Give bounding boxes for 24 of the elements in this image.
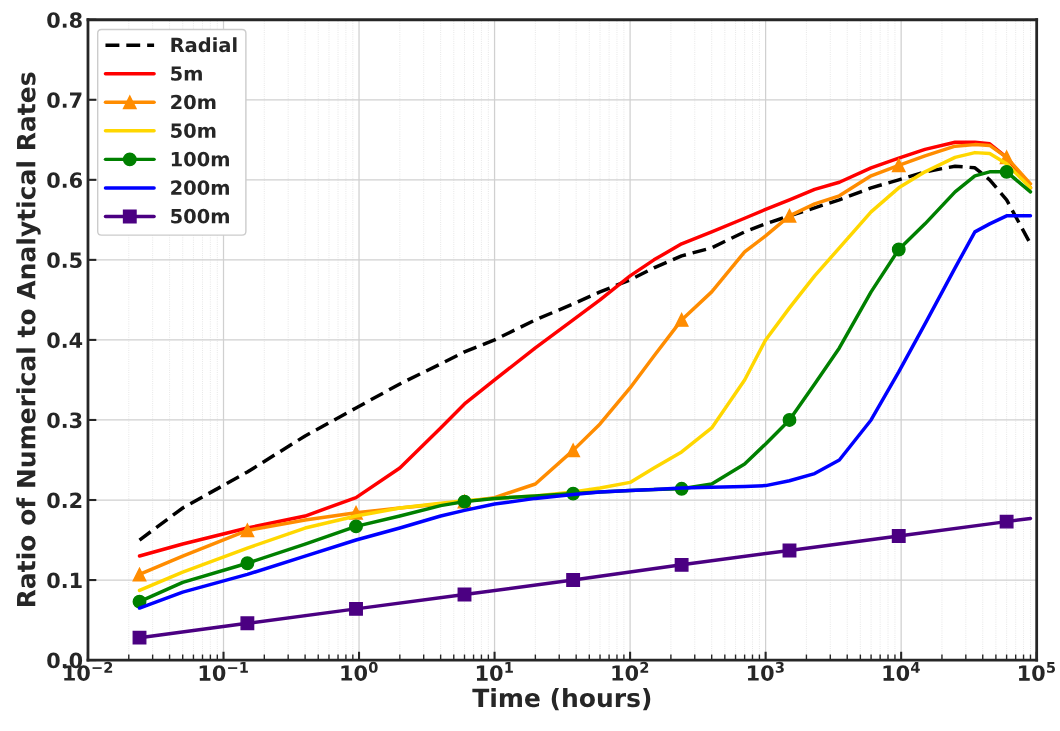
y-tick-label: 0.2 bbox=[47, 492, 82, 509]
y-tick-label: 0.1 bbox=[47, 572, 82, 589]
legend-label: 200m bbox=[171, 180, 229, 195]
x-tick-label: 10$^{−1}$ bbox=[199, 662, 248, 681]
x-tick-label: 10$^{4}$ bbox=[883, 662, 920, 681]
y-tick-label: 0.8 bbox=[47, 12, 82, 28]
legend-label: 100m bbox=[171, 151, 229, 167]
y-tick-label: 0.6 bbox=[47, 172, 82, 189]
y-tick-label: 0.5 bbox=[47, 252, 82, 269]
y-tick-label: 0.4 bbox=[47, 332, 83, 349]
y-tick-label: 0.7 bbox=[47, 92, 82, 108]
legend-label: Radial bbox=[171, 37, 237, 53]
legend-label: 500m bbox=[171, 208, 229, 224]
legend-label: 20m bbox=[171, 94, 216, 110]
y-axis-title: Ratio of Numerical to Analytical Rates bbox=[16, 72, 41, 607]
x-tick-label: 10$^{2}$ bbox=[612, 661, 649, 681]
x-tick-label: 10$^{0}$ bbox=[341, 661, 378, 681]
legend-label: 5m bbox=[171, 66, 202, 81]
x-axis-title: Time (hours) bbox=[472, 687, 651, 711]
x-tick-label: 10$^{1}$ bbox=[476, 662, 513, 681]
x-tick-label: 10$^{3}$ bbox=[747, 661, 784, 681]
x-tick-label: 10$^{5}$ bbox=[1019, 662, 1055, 681]
legend-label: 50m bbox=[171, 123, 216, 138]
y-tick-label: 0.3 bbox=[47, 412, 82, 429]
